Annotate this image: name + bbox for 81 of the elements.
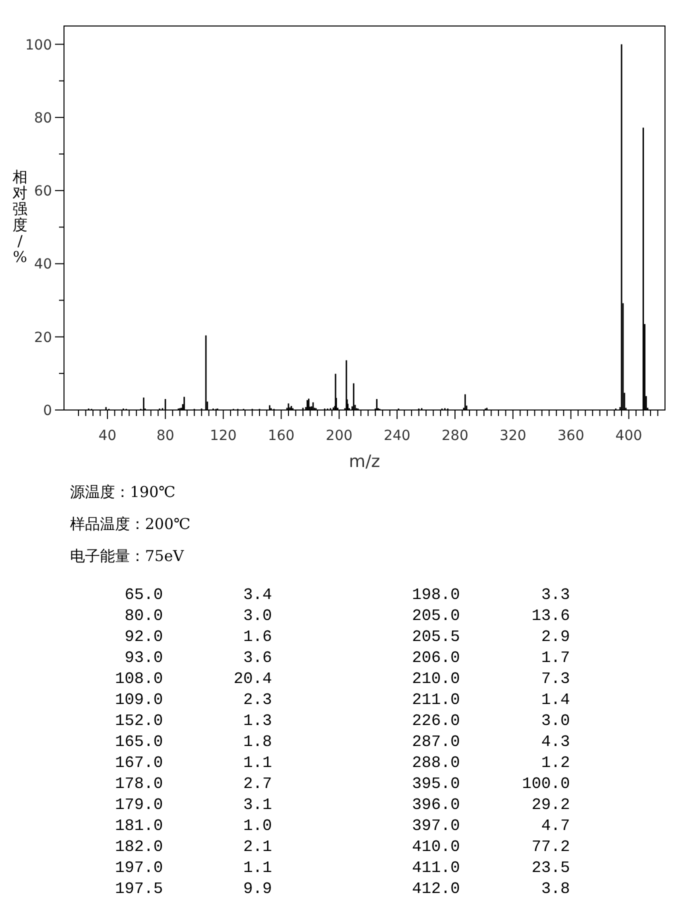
category-label: 165.0 [114,733,163,751]
text: 电子能量：75eV [70,547,185,565]
text: 源温度：190℃ [70,483,176,501]
x-tick-label: 360 [558,428,584,444]
x-tick-label: 200 [326,428,353,444]
text: 样品温度：200℃ [70,515,190,533]
y-tick-label: 100 [25,37,52,54]
text: 1.2 [541,754,570,772]
category-label: 109.0 [114,691,163,709]
x-tick-label: 40 [98,428,116,444]
text: 9.9 [243,880,272,898]
text: 1.4 [541,691,570,709]
category-label: 397.0 [412,817,460,835]
category-label: 396.0 [412,796,460,814]
category-label: 181.0 [114,817,163,835]
category-label: 411.0 [412,859,460,877]
category-label: 167.0 [114,754,163,772]
y-tick-label: 0 [43,403,52,419]
text: 100.0 [522,775,570,793]
category-label: 288.0 [412,754,460,772]
category-label: 197.5 [114,880,163,898]
text: 3.1 [243,796,272,814]
category-label: 211.0 [412,691,460,709]
category-label: 287.0 [412,733,460,751]
category-label: 206.0 [412,649,460,667]
x-tick-label: 120 [210,428,237,444]
category-label: 152.0 [114,712,163,730]
text: 3.4 [243,586,272,604]
category-label: 410.0 [412,838,460,856]
text: 1.3 [243,712,272,730]
text: 2.3 [243,691,272,709]
category-label: 198.0 [412,586,460,604]
category-label: 205.5 [412,628,460,646]
category-label: 65.0 [124,586,163,604]
text: 7.3 [541,670,570,688]
y-tick-label: 80 [34,110,52,126]
y-tick-label: 20 [34,330,52,346]
category-label: 395.0 [412,775,460,793]
text: 1.6 [243,628,272,646]
x-tick-label: 320 [500,428,526,444]
category-label: 210.0 [412,670,460,688]
text: 2.9 [541,628,570,646]
text: 3.0 [541,712,570,730]
text: 3.6 [243,649,272,667]
text: 1.7 [541,649,570,667]
text: 4.3 [541,733,570,751]
x-axis-title: m/z [348,452,380,472]
text: 3.0 [243,607,272,625]
x-tick-label: 400 [615,428,642,444]
category-label: 178.0 [114,775,163,793]
category-label: 182.0 [114,838,163,856]
category-label: 108.0 [114,670,163,688]
category-label: 179.0 [114,796,163,814]
text: 2.1 [243,838,272,856]
x-tick-label: 80 [156,428,174,444]
category-label: 412.0 [412,880,460,898]
x-tick-label: 280 [442,428,468,444]
y-tick-label: 60 [34,184,52,200]
x-tick-label: 160 [268,428,295,444]
text: 20.4 [234,670,272,688]
text: 3.8 [541,880,570,898]
category-label: 80.0 [124,607,163,625]
text: 3.3 [541,586,570,604]
category-label: 93.0 [124,649,163,667]
text: 4.7 [541,817,570,835]
category-label: 92.0 [124,628,163,646]
y-tick-label: 40 [34,256,52,273]
y-axis-title: 相对强度/% [12,168,28,266]
text: 1.8 [243,733,272,751]
text: 1.1 [243,754,272,772]
text: 1.1 [243,859,272,877]
text: 77.2 [532,838,570,856]
text: 1.0 [243,817,272,835]
category-label: 226.0 [412,712,460,730]
x-tick-label: 240 [384,428,410,444]
text: 13.6 [532,607,570,625]
category-label: 197.0 [114,859,163,877]
text: 29.2 [532,796,570,814]
text: 2.7 [243,775,272,793]
text: 23.5 [532,859,570,877]
category-label: 205.0 [412,607,460,625]
